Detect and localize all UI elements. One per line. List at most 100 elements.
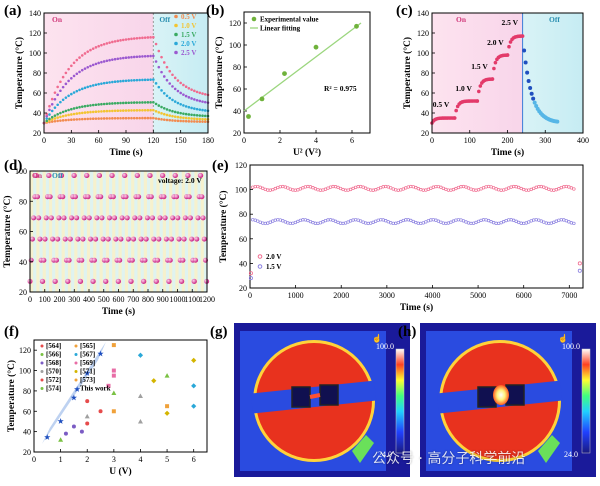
y-tick-label: 120 — [235, 161, 247, 170]
data-point — [160, 173, 166, 179]
y-axis-label: Temperature (°C) — [214, 36, 225, 108]
x-axis-label: U (V) — [109, 466, 131, 477]
data-point — [179, 91, 182, 95]
data-point — [171, 109, 174, 113]
data-point — [157, 215, 163, 221]
step-label: 1.0 V — [455, 84, 472, 93]
data-point — [185, 173, 191, 179]
data-point — [143, 78, 147, 82]
x-tick-label: 3 — [112, 455, 116, 464]
data-point — [70, 113, 73, 116]
data-point — [152, 78, 155, 81]
data-point — [154, 117, 158, 120]
data-point — [121, 79, 125, 83]
data-point — [65, 278, 71, 284]
on-region — [432, 13, 523, 133]
data-point — [80, 68, 84, 72]
data-point — [187, 96, 191, 99]
x-tick-label: 60 — [95, 136, 103, 145]
warm-edge — [352, 435, 374, 463]
data-point — [61, 114, 65, 118]
y-tick-label: 140 — [29, 9, 41, 18]
data-point — [50, 118, 54, 121]
data-point — [86, 104, 90, 108]
data-point — [86, 50, 90, 53]
data-point — [162, 107, 166, 110]
data-point — [577, 268, 582, 273]
legend-label: [568] — [46, 359, 61, 367]
this-work-point: ★ — [97, 350, 104, 358]
data-point — [138, 101, 141, 104]
plot-frame — [33, 339, 208, 453]
data-point — [83, 67, 87, 70]
x-tick-label: 0 — [430, 136, 434, 145]
ref-point — [191, 403, 197, 409]
data-point — [83, 86, 87, 90]
data-point — [149, 78, 152, 81]
data-point — [186, 194, 192, 200]
y-tick-label: 40 — [233, 107, 241, 116]
on-strip — [156, 171, 160, 292]
data-point — [52, 278, 58, 284]
y-tick-label: 80 — [233, 63, 241, 72]
data-point — [493, 60, 498, 65]
data-point — [91, 103, 95, 107]
data-point — [111, 117, 114, 120]
data-point — [124, 56, 128, 60]
data-point — [97, 44, 100, 48]
panel-e: 0 1000 2000 3000 4000 5000 6000 7000 20 40 60 80 100… — [218, 161, 584, 313]
data-point — [146, 116, 150, 120]
data-point — [113, 40, 117, 43]
ref-point — [191, 357, 197, 363]
data-point — [35, 194, 41, 200]
data-point — [555, 119, 560, 124]
data-point — [45, 117, 49, 120]
data-point — [61, 75, 65, 79]
data-point — [171, 85, 174, 88]
data-point — [94, 62, 98, 66]
data-point — [193, 257, 199, 263]
highlight-band — [41, 342, 106, 444]
data-point — [124, 109, 128, 112]
x-tick-label: 4 — [138, 455, 142, 464]
data-point — [79, 257, 85, 263]
data-point — [165, 78, 169, 82]
data-point — [83, 52, 87, 55]
ref-point — [79, 429, 84, 434]
data-point — [200, 215, 206, 221]
on-strip — [36, 171, 40, 292]
data-point — [135, 101, 139, 104]
electrode-left — [291, 386, 311, 408]
x-tick-label: 300 — [539, 136, 551, 145]
data-point — [91, 84, 95, 87]
data-point — [165, 118, 169, 122]
legend-label: 2.0 V — [266, 253, 281, 261]
on-strip — [112, 171, 116, 292]
data-point — [59, 80, 62, 84]
data-point — [525, 70, 530, 75]
data-point — [173, 119, 177, 122]
data-point — [56, 93, 59, 97]
data-point — [91, 110, 95, 114]
data-point — [78, 70, 81, 74]
data-point — [154, 82, 158, 85]
y-tick-label: 60 — [33, 89, 41, 98]
data-point — [316, 188, 320, 192]
data-point — [157, 111, 161, 114]
data-point — [53, 257, 59, 263]
data-point — [141, 36, 144, 40]
legend-marker — [40, 370, 44, 373]
ref-point — [106, 383, 111, 388]
colorbar — [395, 348, 405, 454]
data-point — [86, 85, 90, 89]
data-point — [406, 185, 410, 189]
data-point — [56, 116, 59, 119]
data-point — [122, 173, 128, 179]
data-point — [70, 92, 73, 96]
data-point — [90, 278, 96, 284]
data-point — [72, 61, 76, 65]
data-point — [119, 57, 122, 60]
on-region — [44, 13, 154, 133]
data-point — [67, 79, 70, 83]
data-point — [70, 64, 73, 68]
